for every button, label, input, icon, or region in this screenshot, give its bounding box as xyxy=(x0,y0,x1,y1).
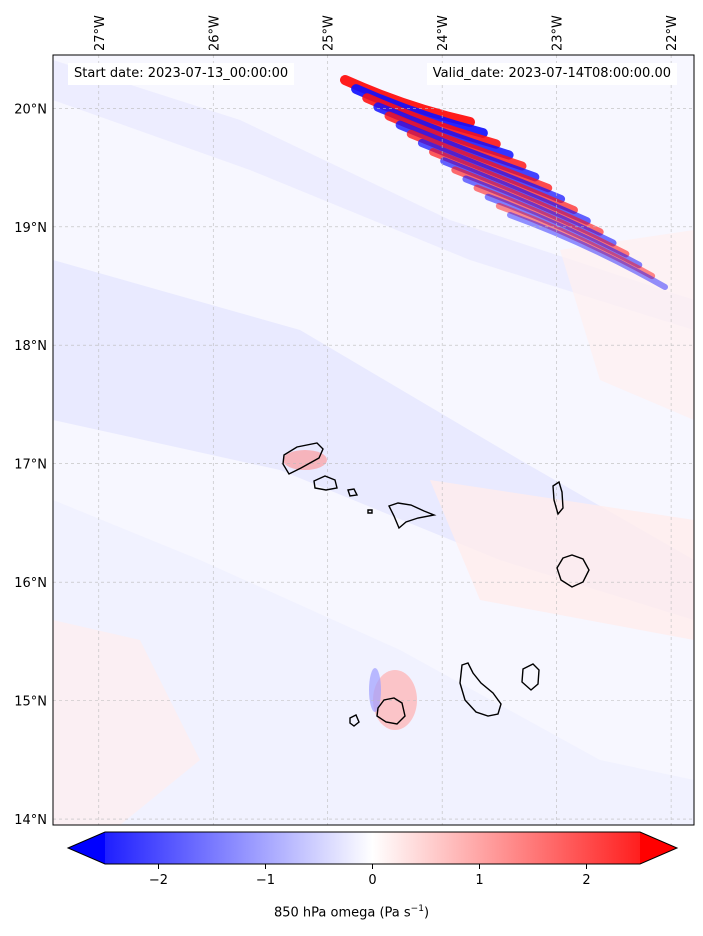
coast-santo-antao xyxy=(282,442,324,475)
lat-tick-label: 14°N xyxy=(14,813,47,828)
lon-tick-label: 23°W xyxy=(551,15,566,51)
lat-tick-label: 19°N xyxy=(14,221,47,236)
wake-feature-fogo-blue xyxy=(369,668,381,712)
lat-tick-label: 20°N xyxy=(14,102,47,117)
latitude-ticks: 20°N 19°N 18°N 17°N 16°N 15°N 14°N xyxy=(14,102,47,828)
coast-brava xyxy=(349,714,360,727)
colorbar-tick-label: 1 xyxy=(475,873,483,888)
coastlines xyxy=(282,442,590,727)
gridlines xyxy=(53,55,694,825)
wave-crest xyxy=(406,129,553,193)
wake-feature-santo-antao xyxy=(283,450,327,470)
wave-crest xyxy=(429,148,578,214)
colorbar: −2 −1 0 1 2 xyxy=(66,831,679,888)
wake-feature-fogo xyxy=(373,670,417,730)
colorbar-low-extend xyxy=(68,832,105,864)
coast-sao-nicolau xyxy=(388,502,437,530)
colorbar-tick-label: −1 xyxy=(256,873,275,888)
coast-maio xyxy=(521,663,540,691)
coast-islet xyxy=(367,509,373,514)
lat-tick-label: 16°N xyxy=(14,576,47,591)
lat-tick-label: 18°N xyxy=(14,339,47,354)
wave-crest xyxy=(473,184,630,258)
wave-crest xyxy=(507,212,668,290)
longitude-ticks: 27°W 26°W 25°W 24°W 23°W 22°W xyxy=(93,15,680,51)
descent-band-south xyxy=(53,500,694,825)
colorbar-label-exponent: −1 xyxy=(410,904,424,914)
wave-crest xyxy=(495,202,656,280)
coast-santiago xyxy=(459,662,502,717)
valid-date-label: Valid_date: 2023-07-14T08:00:00.00 xyxy=(426,63,677,85)
start-date-label: Start date: 2023-07-13_00:00:00 xyxy=(68,63,295,85)
coast-santa-luzia xyxy=(347,488,359,497)
lat-tick-label: 15°N xyxy=(14,695,47,710)
colorbar-tick-label: −2 xyxy=(149,873,168,888)
colorbar-outline xyxy=(66,831,679,865)
plot-frame xyxy=(52,54,695,826)
coast-fogo xyxy=(376,697,406,725)
colorbar-label-main: 850 hPa omega (Pa s xyxy=(273,905,411,921)
lon-tick-label: 25°W xyxy=(322,15,337,51)
colorbar-label-end: ) xyxy=(423,905,430,921)
colorbar-tick-label: 2 xyxy=(582,873,590,888)
wave-pattern xyxy=(340,75,668,290)
ascent-zone-southwest xyxy=(53,620,200,825)
omega-field xyxy=(53,55,694,825)
wave-crest xyxy=(484,193,643,269)
colorbar-high-extend xyxy=(640,832,677,864)
coast-sao-vicente xyxy=(313,475,338,491)
colorbar-body xyxy=(68,832,677,864)
wave-crest xyxy=(440,157,591,225)
wave-crest xyxy=(451,166,604,236)
colorbar-ticks: −2 −1 0 1 2 xyxy=(149,864,591,888)
lon-tick-label: 24°W xyxy=(436,15,451,51)
colorbar-label: 850 hPa omega (Pa s−1) xyxy=(0,904,703,920)
ascent-zone-northeast xyxy=(560,230,694,420)
coast-sal xyxy=(552,480,564,516)
colorbar-tick-label: 0 xyxy=(368,873,376,888)
wave-crest xyxy=(417,138,566,204)
lon-tick-label: 27°W xyxy=(93,15,108,51)
coast-boa-vista xyxy=(556,554,590,588)
lat-tick-label: 17°N xyxy=(14,458,47,473)
wave-crest xyxy=(462,175,617,247)
lon-tick-label: 26°W xyxy=(207,15,222,51)
lon-tick-label: 22°W xyxy=(665,15,680,51)
